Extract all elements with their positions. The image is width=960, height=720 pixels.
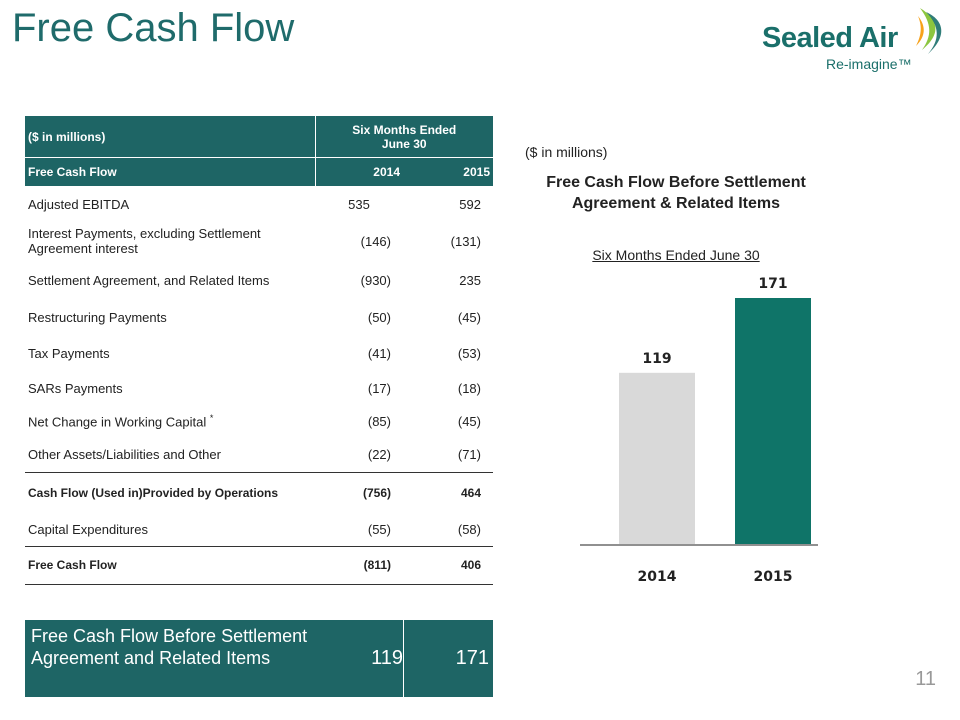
chart-units-note: ($ in millions) — [525, 144, 608, 160]
row-value-2014: (17) — [367, 380, 391, 396]
row-value-2014: (930) — [360, 272, 391, 288]
row-label: Other Assets/Liabilities and Other — [25, 438, 315, 473]
row-label: Restructuring Payments — [28, 309, 167, 325]
chart-subtitle: Six Months Ended June 30 — [592, 247, 760, 263]
row-value-2015: (45) — [457, 309, 481, 325]
free-cash-flow-table: ($ in millions) Six Months Ended June 30… — [25, 116, 493, 585]
table-header-row: ($ in millions) Six Months Ended June 30 — [25, 116, 493, 158]
header-period: Six Months Ended June 30 — [314, 116, 493, 158]
row-label: Net Change in Working Capital * — [28, 412, 214, 430]
bar-chart: 119 2014 171 2015 — [580, 276, 818, 585]
bar-value-label: 171 — [758, 276, 787, 292]
row-value-2014: (22) — [315, 438, 403, 473]
table-row: Tax Payments (41) (53) — [25, 334, 493, 372]
summary-value-2015: 171 — [455, 647, 489, 669]
footnote-marker: * — [209, 412, 214, 423]
fcf-before-settlement-summary: Free Cash Flow Before Settlement Agreeme… — [25, 620, 493, 697]
row-value-2015: (71) — [403, 438, 493, 473]
row-value-2014: (811) — [315, 546, 403, 585]
row-value-2015: (18) — [457, 380, 481, 396]
table-row-operations-total: Cash Flow (Used in)Provided by Operation… — [25, 472, 493, 514]
row-value-2015: 235 — [459, 272, 481, 288]
row-value-2015: (45) — [457, 413, 481, 429]
sealed-air-logo: Sealed Air Re-imagine™ — [762, 6, 952, 72]
row-value-2014: (50) — [367, 309, 391, 325]
row-label: Free Cash Flow — [25, 546, 315, 585]
summary-label: Free Cash Flow Before Settlement Agreeme… — [31, 626, 308, 668]
row-label: SARs Payments — [28, 380, 123, 396]
sail-icon — [916, 8, 942, 54]
table-row: Settlement Agreement, and Related Items … — [25, 260, 493, 300]
table-subheader-row: Free Cash Flow 2014 2015 — [25, 157, 493, 186]
summary-value-2014: 119 — [325, 620, 404, 697]
row-label: Settlement Agreement, and Related Items — [28, 272, 270, 288]
row-label: Cash Flow (Used in)Provided by Operation… — [28, 486, 279, 501]
row-value-2015: (131) — [450, 233, 481, 249]
subheader-label: Free Cash Flow — [25, 157, 315, 186]
row-label: Tax Payments — [28, 345, 110, 361]
row-label: Interest Payments, excluding Settlement … — [28, 226, 261, 256]
row-value-2014: (85) — [367, 413, 391, 429]
bar-2014 — [619, 372, 695, 544]
table-row: Restructuring Payments (50) (45) — [25, 300, 493, 334]
year2-header: 2015 — [403, 157, 493, 186]
bar-value-label: 119 — [642, 351, 671, 367]
row-label: Capital Expenditures — [25, 514, 315, 547]
year1-header: 2014 — [314, 157, 403, 186]
x-tick-label: 2014 — [638, 569, 677, 585]
logo-wordmark: Sealed Air — [762, 22, 898, 54]
row-value-2015: (53) — [457, 345, 481, 361]
table-row: Net Change in Working Capital * (85) (45… — [25, 404, 493, 438]
table-row-free-cash-flow: Free Cash Flow (811) 406 — [25, 546, 493, 585]
table-row: Interest Payments, excluding Settlement … — [25, 222, 493, 260]
table-row: Adjusted EBITDA 535 592 — [25, 186, 493, 222]
table-row: Other Assets/Liabilities and Other (22) … — [25, 438, 493, 473]
header-units: ($ in millions) — [25, 116, 315, 158]
row-value-2014: (41) — [367, 345, 391, 361]
row-value-2014: (756) — [362, 486, 391, 501]
slide-title: Free Cash Flow — [12, 6, 295, 50]
chart-title: Free Cash Flow Before Settlement Agreeme… — [546, 174, 806, 212]
row-value-2014: 535 — [348, 196, 370, 212]
row-value-2014: (146) — [360, 233, 391, 249]
row-value-2015: 406 — [403, 546, 493, 585]
row-value-2015: (58) — [403, 514, 493, 547]
table-row: SARs Payments (17) (18) — [25, 372, 493, 404]
table-row: Capital Expenditures (55) (58) — [25, 514, 493, 547]
row-value-2015: 464 — [460, 486, 481, 501]
page-number: 11 — [915, 668, 936, 690]
row-value-2014: (55) — [315, 514, 403, 547]
x-tick-label: 2015 — [754, 569, 793, 585]
bar-2015 — [735, 298, 811, 544]
row-label: Adjusted EBITDA — [28, 196, 130, 212]
logo-tagline: Re-imagine™ — [826, 56, 912, 72]
row-value-2015: 592 — [459, 196, 481, 212]
